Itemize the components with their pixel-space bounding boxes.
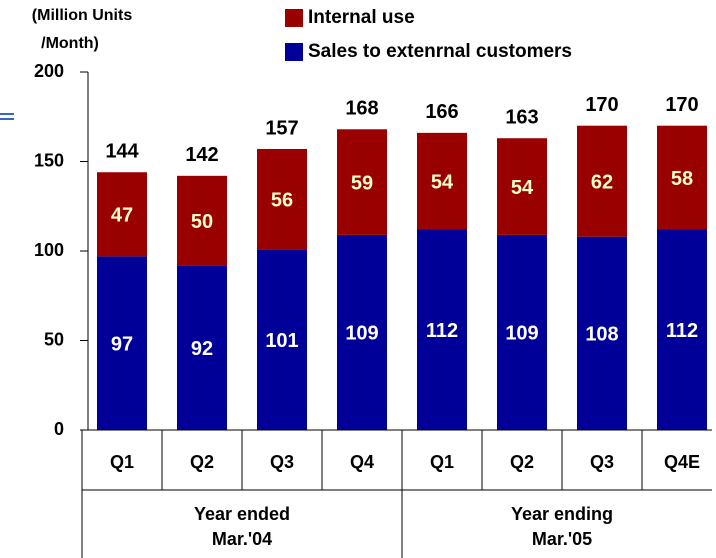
bar-segment xyxy=(577,236,627,430)
value-label: 97 xyxy=(111,333,133,355)
value-label: 58 xyxy=(671,168,693,190)
group-label: Mar.'05 xyxy=(532,529,592,549)
value-label: 108 xyxy=(585,324,618,346)
y-tick-label: 0 xyxy=(54,419,64,439)
value-label: 112 xyxy=(426,320,458,342)
total-label: 166 xyxy=(425,101,458,123)
bar-segment xyxy=(417,229,467,430)
value-label: 112 xyxy=(666,320,698,342)
x-tick-label: Q3 xyxy=(270,452,294,472)
bar-segment xyxy=(337,129,387,235)
bar-segment xyxy=(657,229,707,430)
value-label: 56 xyxy=(271,189,293,211)
bar-segment xyxy=(417,132,467,230)
bar-segment xyxy=(257,249,307,430)
bar-segment xyxy=(177,175,227,266)
group-label: Year ending xyxy=(511,504,613,524)
bar-segment xyxy=(97,256,147,430)
value-label: 101 xyxy=(265,330,298,352)
group-label: Year ended xyxy=(194,504,290,524)
x-tick-label: Q4E xyxy=(664,452,700,472)
bar-segment xyxy=(577,125,627,237)
value-label: 47 xyxy=(111,205,133,227)
bar-segment xyxy=(97,172,147,257)
x-tick-label: Q1 xyxy=(110,452,134,472)
bar-segment xyxy=(177,265,227,430)
y-tick-label: 200 xyxy=(34,61,64,81)
value-label: 54 xyxy=(431,171,454,193)
total-label: 144 xyxy=(105,141,139,163)
total-label: 142 xyxy=(185,144,218,166)
y-tick-label: 100 xyxy=(34,240,64,260)
y-tick-label: 50 xyxy=(44,329,64,349)
value-label: 92 xyxy=(191,338,213,360)
value-label: 54 xyxy=(511,177,534,199)
bar-segment xyxy=(497,138,547,235)
value-label: 109 xyxy=(345,323,378,345)
legend-swatch xyxy=(285,43,303,61)
legend-swatch xyxy=(285,9,303,27)
y-tick-label: 150 xyxy=(34,150,64,170)
bar-segment xyxy=(657,125,707,230)
bar-segment xyxy=(337,234,387,430)
total-label: 163 xyxy=(505,107,538,129)
group-label: Mar.'04 xyxy=(212,529,272,549)
value-label: 109 xyxy=(505,323,538,345)
y-axis-label: (Million Units xyxy=(32,7,133,24)
y-axis-label: /Month) xyxy=(41,35,99,52)
bar-segment xyxy=(497,234,547,430)
bar-segment xyxy=(257,148,307,250)
legend-label: Internal use xyxy=(308,7,415,28)
x-tick-label: Q2 xyxy=(510,452,534,472)
value-label: 62 xyxy=(591,171,613,193)
total-label: 170 xyxy=(665,94,698,116)
x-tick-label: Q2 xyxy=(190,452,214,472)
x-tick-label: Q3 xyxy=(590,452,614,472)
total-label: 170 xyxy=(585,94,618,116)
value-label: 50 xyxy=(191,211,213,233)
x-tick-label: Q4 xyxy=(350,452,374,472)
x-tick-label: Q1 xyxy=(430,452,454,472)
value-label: 59 xyxy=(351,172,373,194)
total-label: 157 xyxy=(265,117,298,139)
total-label: 168 xyxy=(345,98,378,120)
legend-label: Sales to extenrnal customers xyxy=(308,41,572,62)
